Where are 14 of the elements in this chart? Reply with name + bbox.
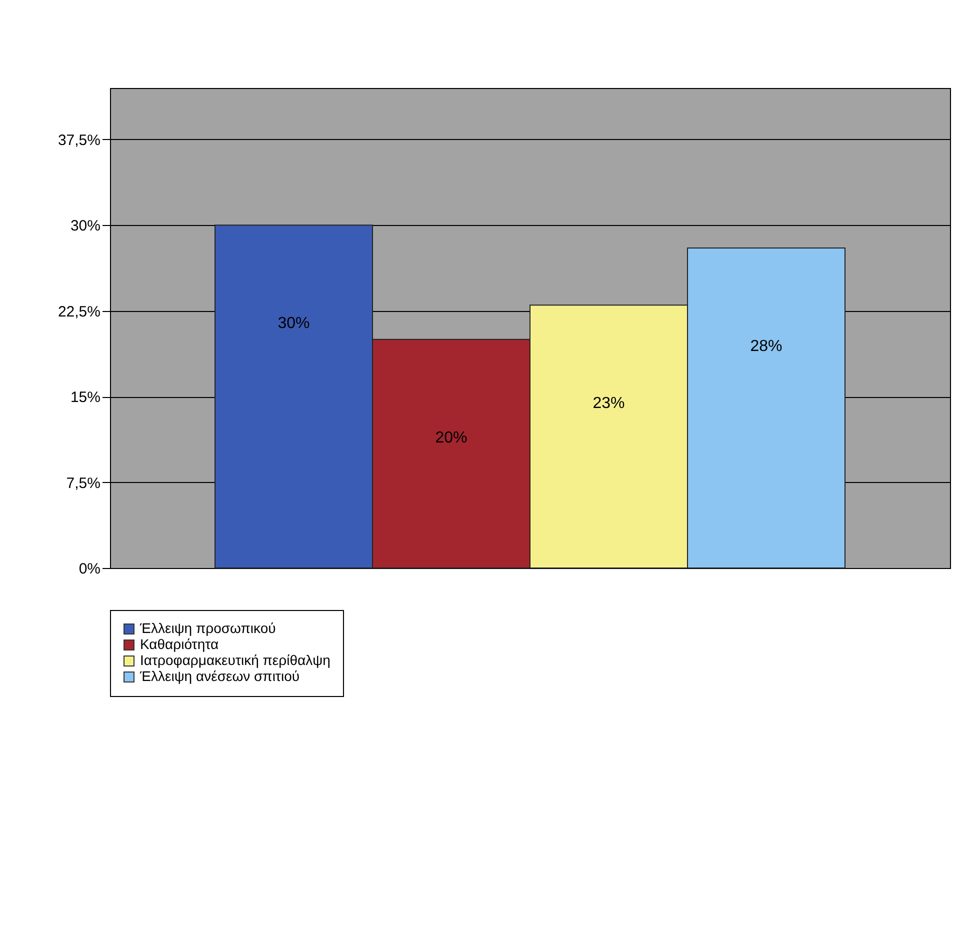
y-tick-label: 0% <box>78 560 100 578</box>
data-label: 23% <box>592 395 625 412</box>
legend-label: Έλλειψη προσωπικού <box>139 620 276 636</box>
y-tick-label: 22,5% <box>58 303 100 320</box>
y-tick-label: 15% <box>70 389 100 406</box>
legend-label: Ιατροφαρμακευτική περίθαλψη <box>140 652 330 668</box>
y-tick-label: 7,5% <box>66 474 100 492</box>
y-tick-label: 30% <box>70 218 100 235</box>
legend-label: Έλλειψη ανέσεων σπιτιού <box>139 668 300 684</box>
data-label: 20% <box>435 429 468 446</box>
data-label: 30% <box>278 315 310 332</box>
legend-label: Καθαριότητα <box>140 636 219 652</box>
y-tick-label: 37,5% <box>58 132 100 149</box>
data-label: 28% <box>750 338 782 355</box>
